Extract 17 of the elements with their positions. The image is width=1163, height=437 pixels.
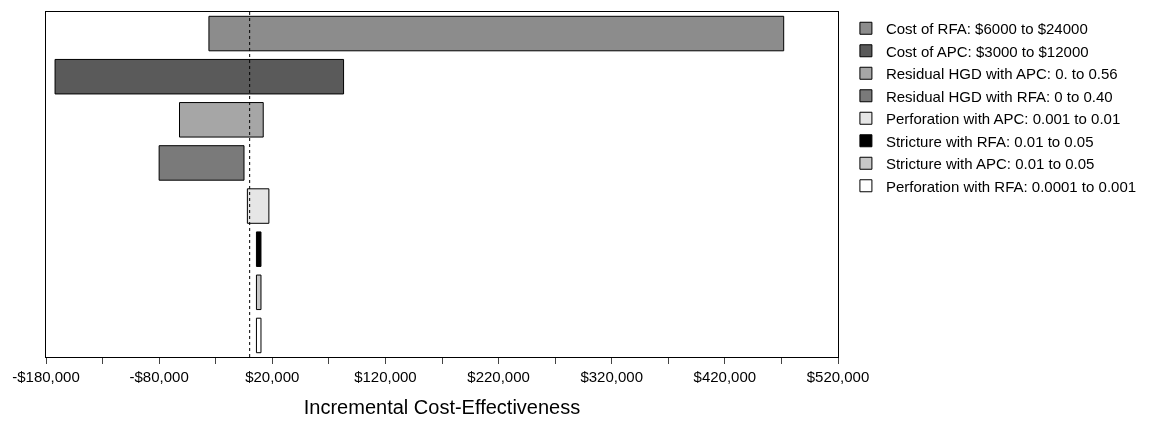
x-tick-label: $220,000 (467, 368, 530, 385)
legend-label: Perforation with RFA: 0.0001 to 0.001 (885, 177, 1137, 195)
legend-label: Perforation with APC: 0.001 to 0.01 (885, 110, 1121, 128)
legend-label: Residual HGD with APC: 0. to 0.56 (885, 65, 1118, 83)
x-axis-title: Incremental Cost-Effectiveness (303, 395, 581, 418)
x-tick-label: $420,000 (693, 368, 757, 385)
x-tick-label: $520,000 (806, 368, 870, 385)
legend-label: Cost of APC: $3000 to $12000 (885, 42, 1089, 60)
legend-label: Cost of RFA: $6000 to $24000 (885, 20, 1088, 38)
x-tick-label: -$180,000 (12, 368, 80, 385)
legend-label: Stricture with RFA: 0.01 to 0.05 (885, 132, 1094, 150)
x-tick-label: $120,000 (354, 368, 417, 385)
legend-label: Stricture with APC: 0.01 to 0.05 (885, 155, 1095, 173)
x-tick-label: -$80,000 (129, 368, 189, 385)
legend-label: Residual HGD with RFA: 0 to 0.40 (885, 87, 1113, 105)
x-tick-label: $320,000 (580, 368, 643, 385)
x-tick-label: $20,000 (245, 368, 300, 385)
